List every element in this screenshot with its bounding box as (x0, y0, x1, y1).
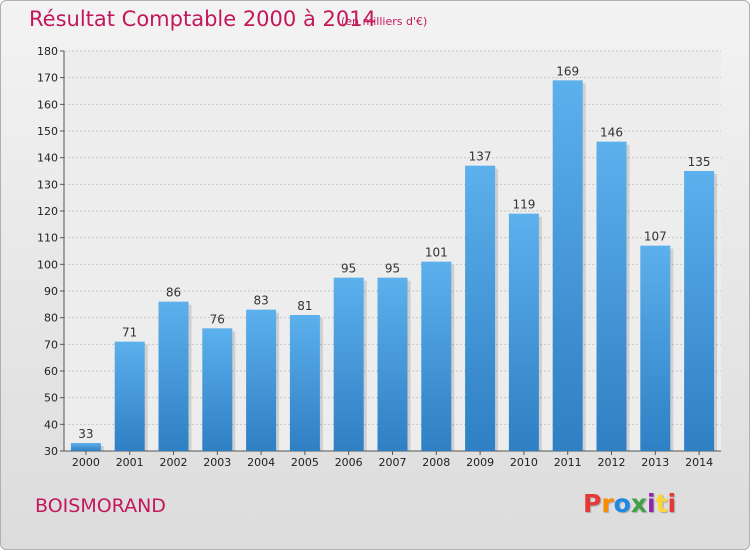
data-label-2006: 95 (341, 262, 356, 276)
y-tick-label: 150 (37, 125, 58, 138)
data-label-2004: 83 (253, 294, 268, 308)
bar-2010 (508, 213, 539, 451)
x-tick-label-2001: 2001 (116, 456, 144, 469)
y-tick-label: 120 (37, 205, 58, 218)
y-tick-label: 30 (44, 445, 58, 458)
y-tick-label: 130 (37, 178, 58, 191)
data-label-2013: 107 (644, 230, 667, 244)
x-tick-label-2012: 2012 (598, 456, 626, 469)
x-tick-label-2014: 2014 (685, 456, 713, 469)
data-label-2001: 71 (122, 326, 137, 340)
data-label-2000: 33 (78, 427, 93, 441)
y-tick-label: 90 (44, 285, 58, 298)
bar-2007 (377, 277, 408, 451)
bar-2014 (684, 171, 715, 451)
data-label-2003: 76 (210, 312, 225, 326)
bar-2002 (158, 301, 189, 451)
y-tick-label: 170 (37, 72, 58, 85)
y-tick-label: 70 (44, 338, 58, 351)
x-tick-label-2009: 2009 (466, 456, 494, 469)
x-tick-label-2011: 2011 (554, 456, 582, 469)
bar-2004 (246, 309, 277, 451)
chart-title: Résultat Comptable 2000 à 2014 (29, 7, 376, 31)
y-tick-label: 180 (37, 45, 58, 58)
x-tick-label-2006: 2006 (335, 456, 363, 469)
y-tick-label: 60 (44, 365, 58, 378)
x-tick-label-2002: 2002 (160, 456, 188, 469)
commune-name: BOISMORAND (35, 495, 166, 517)
data-label-2002: 86 (166, 286, 181, 300)
data-label-2014: 135 (688, 155, 711, 169)
bar-2008 (421, 261, 452, 451)
data-label-2012: 146 (600, 126, 623, 140)
bar-2005 (289, 315, 320, 451)
y-tick-label: 140 (37, 152, 58, 165)
bar-2006 (333, 277, 364, 451)
bar-2009 (465, 165, 496, 451)
y-tick-label: 80 (44, 312, 58, 325)
data-label-2009: 137 (469, 150, 492, 164)
y-tick-label: 50 (44, 392, 58, 405)
y-tick-label: 160 (37, 98, 58, 111)
bar-2000 (70, 443, 101, 451)
data-label-2008: 101 (425, 246, 448, 260)
x-tick-label-2000: 2000 (72, 456, 100, 469)
chart-subtitle: (en milliers d'€) (341, 15, 428, 28)
y-tick-label: 110 (37, 232, 58, 245)
bar-2001 (114, 341, 145, 451)
bar-2012 (596, 141, 627, 451)
data-label-2011: 169 (556, 64, 579, 78)
x-tick-label-2003: 2003 (203, 456, 231, 469)
x-tick-label-2013: 2013 (641, 456, 669, 469)
x-tick-label-2005: 2005 (291, 456, 319, 469)
x-tick-label-2004: 2004 (247, 456, 275, 469)
y-tick-label: 40 (44, 418, 58, 431)
x-tick-label-2007: 2007 (379, 456, 407, 469)
y-tick-label: 100 (37, 258, 58, 271)
data-label-2007: 95 (385, 262, 400, 276)
data-label-2010: 119 (512, 198, 535, 212)
x-tick-label-2010: 2010 (510, 456, 538, 469)
bar-2011 (552, 80, 583, 451)
proxiti-logo: Proxiti (583, 489, 677, 518)
x-tick-label-2008: 2008 (422, 456, 450, 469)
bar-2003 (202, 328, 233, 451)
data-label-2005: 81 (297, 299, 312, 313)
bar-2013 (640, 245, 671, 451)
